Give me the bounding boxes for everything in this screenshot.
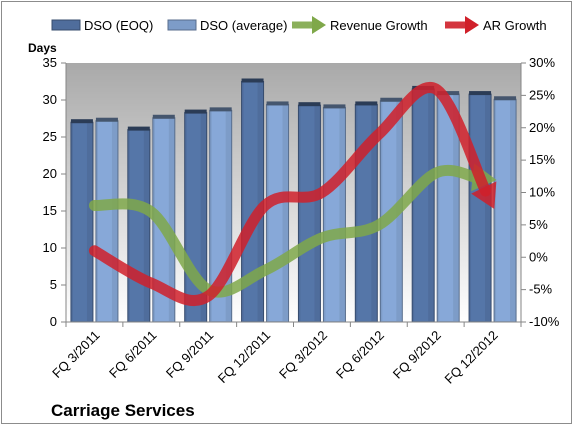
y-axis-title: Days <box>28 41 57 55</box>
line-layer <box>88 81 497 307</box>
bar-highlight <box>243 82 258 321</box>
bar-top <box>241 78 264 83</box>
y-tick-label: 10 <box>43 240 57 255</box>
series-line <box>88 81 492 307</box>
bar-top <box>266 101 289 106</box>
legend-label: DSO (EOQ) <box>84 18 153 33</box>
y-tick-label: 30 <box>43 92 57 107</box>
bar-highlight <box>72 123 87 321</box>
legend-label: AR Growth <box>483 18 547 33</box>
x-tick-label: FQ 12/2012 <box>442 328 501 387</box>
y-tick-label: 5 <box>50 277 57 292</box>
bar-top <box>323 104 346 109</box>
legend-swatch <box>167 19 197 31</box>
x-tick-label: FQ 3/2012 <box>276 328 330 382</box>
series-arrowhead <box>471 181 497 210</box>
series-line <box>88 164 483 298</box>
bar-highlight <box>414 89 429 322</box>
y2-tick-label: -10% <box>529 314 560 329</box>
bar-highlight <box>129 130 144 321</box>
bar-top <box>380 97 403 102</box>
legend-label: Revenue Growth <box>330 18 428 33</box>
bar-top <box>152 114 175 119</box>
x-tick-label: FQ 9/2012 <box>390 328 444 382</box>
x-tick-label: FQ 9/2011 <box>163 328 216 381</box>
bar-highlight <box>439 95 454 321</box>
bar-top <box>437 91 460 96</box>
y2-tick-label: 10% <box>529 185 555 200</box>
bar-highlight <box>300 106 315 322</box>
bar-top <box>494 96 517 101</box>
legend: DSO (EOQ) DSO (average) Revenue Growth AR G… <box>51 16 547 34</box>
y2-tick-label: 5% <box>529 217 548 232</box>
bar-highlight <box>471 95 486 321</box>
x-tick-label: FQ 6/2012 <box>333 328 387 382</box>
y-tick-label: 15 <box>43 203 57 218</box>
legend-arrowhead <box>312 16 326 34</box>
bar-top <box>95 117 118 122</box>
legend-label: DSO (average) <box>200 18 287 33</box>
bar-top <box>469 91 492 96</box>
bar-highlight <box>186 113 201 321</box>
bar-highlight <box>97 121 112 321</box>
y-tick-label: 25 <box>43 129 57 144</box>
x-tick-label: FQ 6/2011 <box>106 328 159 381</box>
y2-tick-label: 0% <box>529 249 548 264</box>
y2-tick-label: 25% <box>529 87 555 102</box>
bar-top <box>184 109 207 114</box>
y-tick-label: 0 <box>50 314 57 329</box>
chart-title: Carriage Services <box>51 401 195 420</box>
legend-arrowhead <box>465 16 479 34</box>
bar-top <box>355 101 378 106</box>
bar-highlight <box>268 105 283 321</box>
y2-tick-label: 30% <box>529 55 555 70</box>
bar-top <box>209 107 232 112</box>
y-tick-label: 20 <box>43 166 57 181</box>
y-tick-label: 35 <box>43 55 57 70</box>
y2-tick-label: -5% <box>529 282 553 297</box>
y2-tick-label: 15% <box>529 152 555 167</box>
legend-swatch <box>51 19 81 31</box>
y2-tick-label: 20% <box>529 120 555 135</box>
bar-top <box>298 102 321 107</box>
bar-highlight <box>496 100 511 321</box>
x-tick-label: FQ 12/2011 <box>215 328 273 386</box>
bar-top <box>70 119 93 124</box>
bar-highlight <box>325 108 340 322</box>
bar-top <box>127 126 150 131</box>
x-tick-label: FQ 3/2011 <box>49 328 102 381</box>
